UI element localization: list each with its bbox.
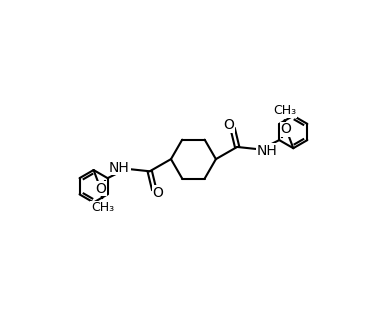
Text: NH: NH — [109, 161, 130, 174]
Text: O: O — [152, 186, 163, 200]
Text: CH₃: CH₃ — [91, 201, 114, 214]
Text: O: O — [281, 123, 292, 136]
Text: NH: NH — [257, 144, 278, 158]
Text: O: O — [95, 182, 106, 196]
Text: CH₃: CH₃ — [273, 104, 296, 117]
Text: O: O — [223, 118, 234, 132]
